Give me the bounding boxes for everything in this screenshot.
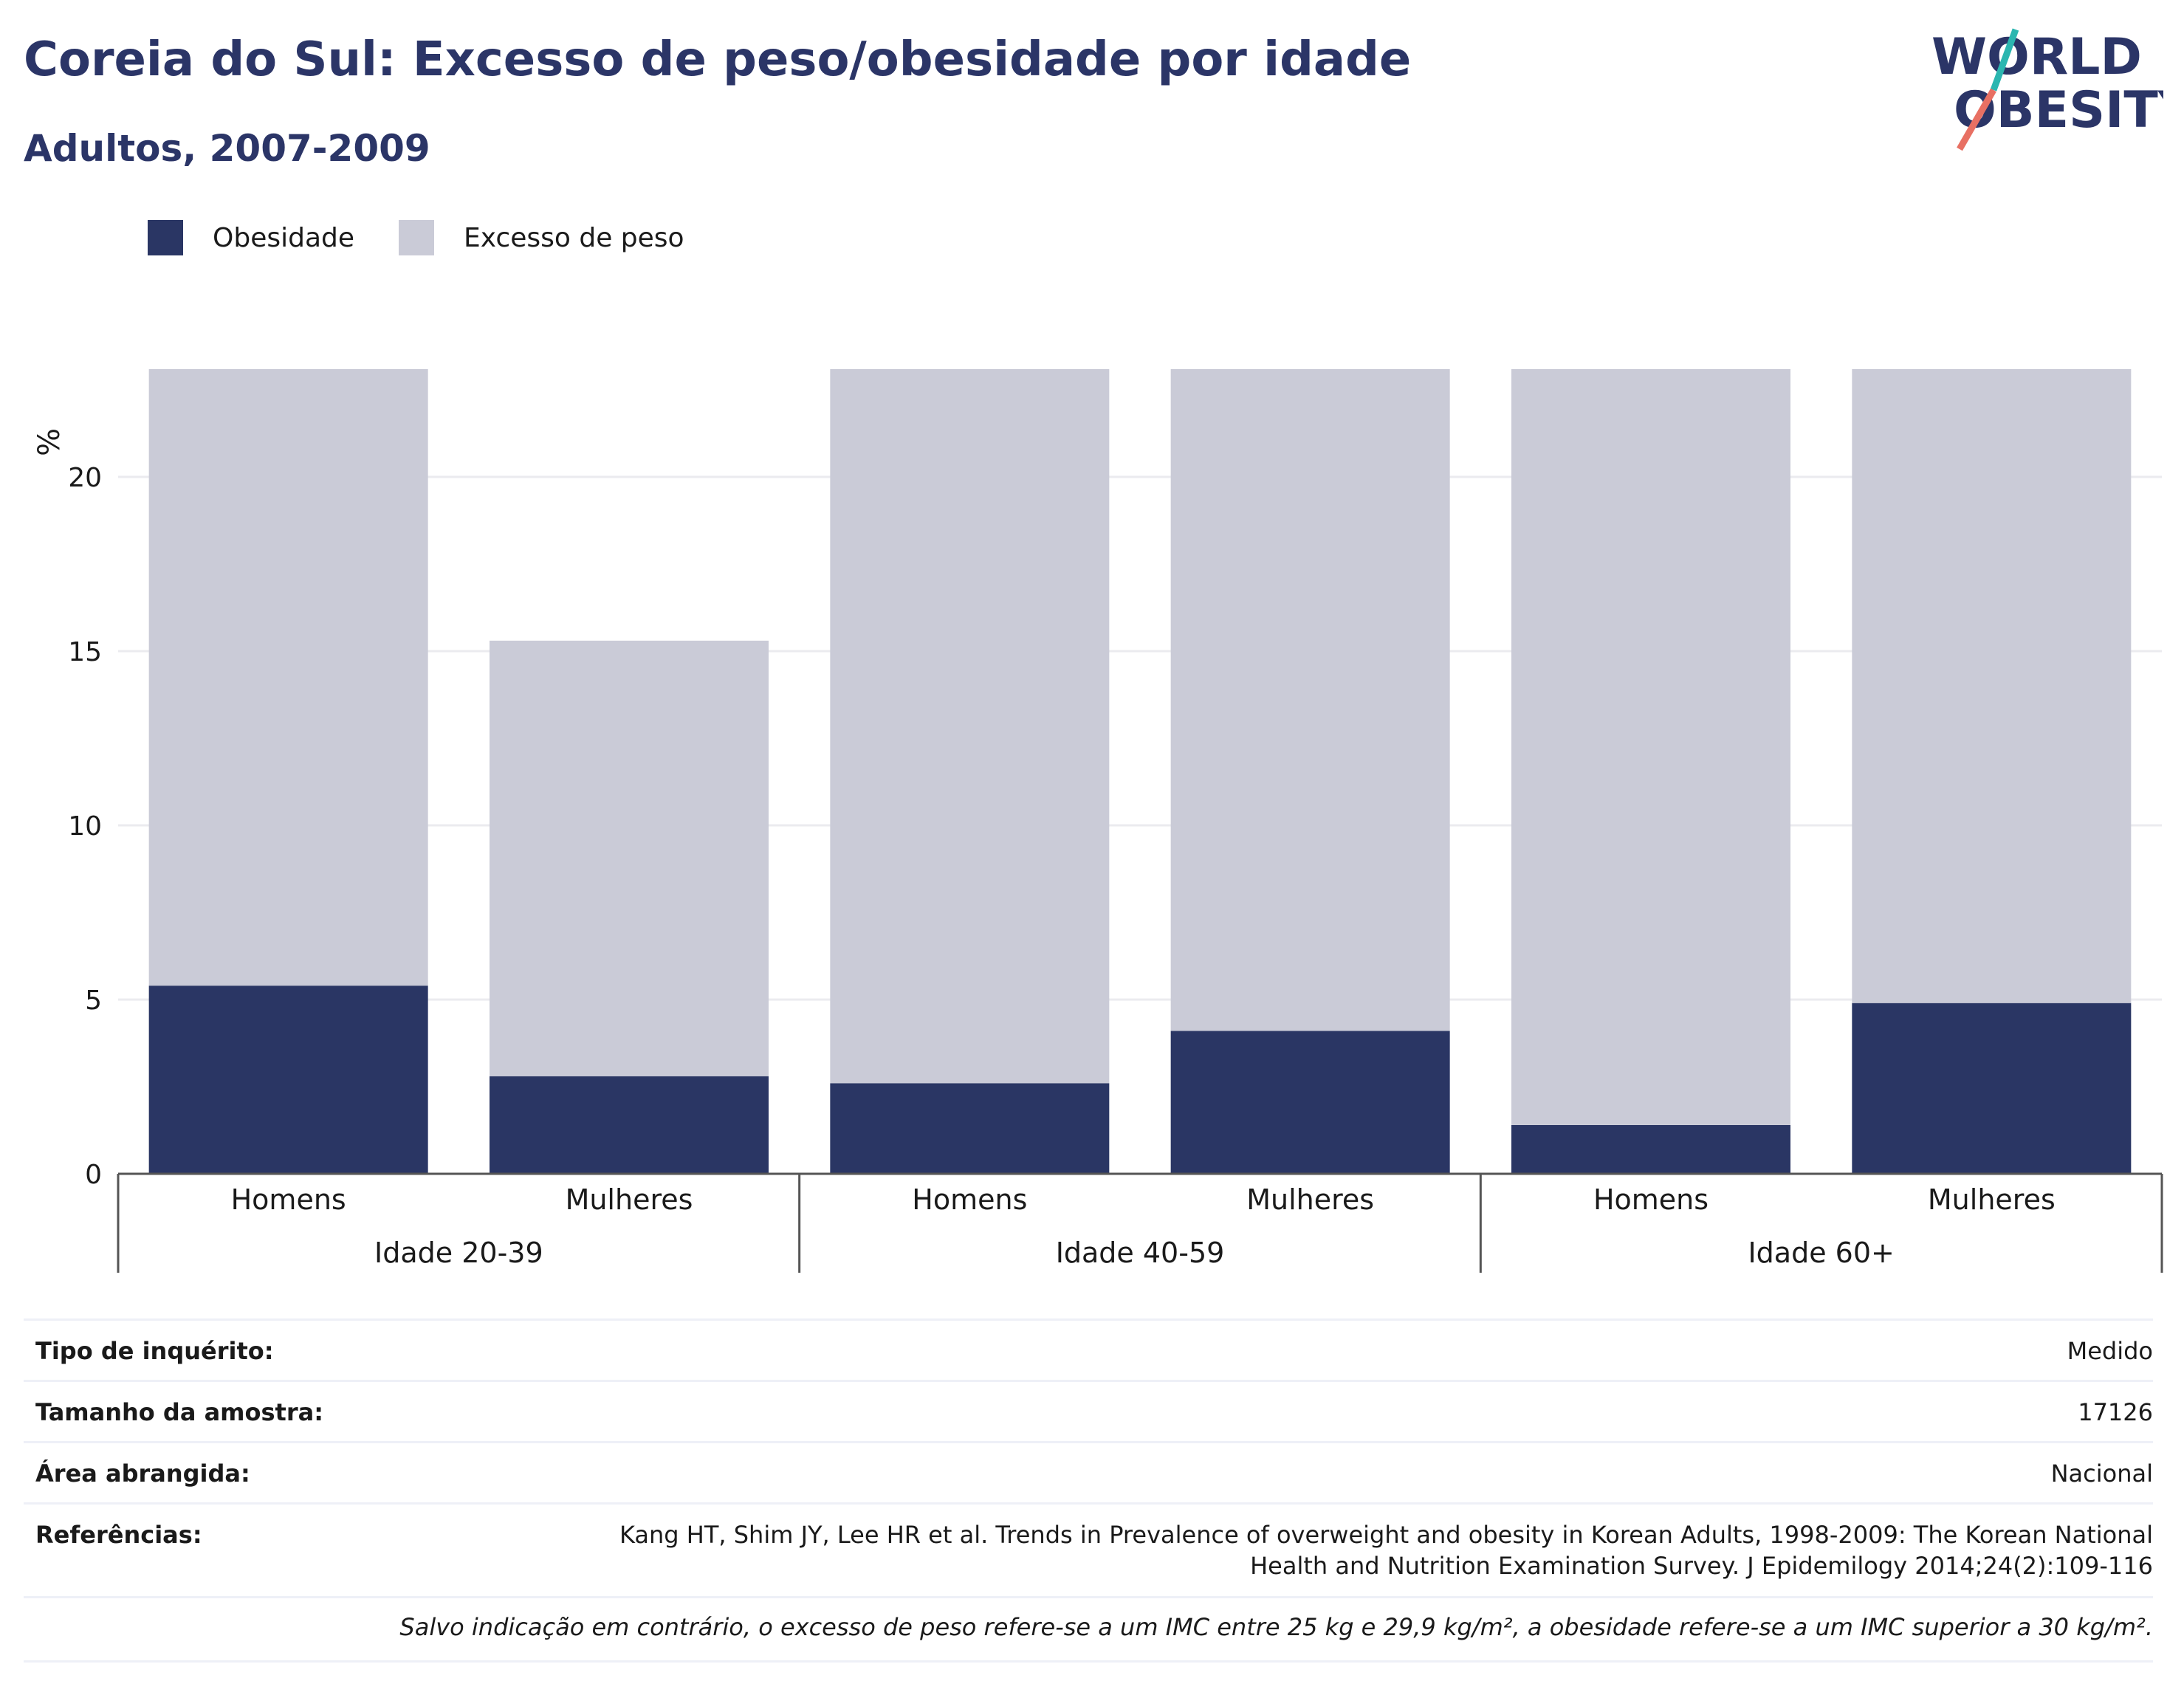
meta-row-sample-size: Tamanho da amostra: 17126	[24, 1380, 2153, 1441]
survey-metadata-table: Tipo de inquérito: Medido Tamanho da amo…	[24, 1318, 2153, 1663]
legend-swatch-obesity	[148, 220, 183, 255]
logo-slash-teal	[1990, 28, 2019, 92]
bar-overweight-4	[1170, 369, 1450, 1031]
meta-key: Referências:	[35, 1521, 202, 1549]
bar-overweight-1	[148, 369, 428, 986]
meta-value: Nacional	[2050, 1460, 2153, 1488]
meta-value-reference-line-2: Health and Nutrition Examination Survey.…	[1250, 1552, 2153, 1580]
chart-subtitle: Adultos, 2007-2009	[24, 127, 430, 170]
group-label: Idade 60+	[1748, 1237, 1894, 1269]
bar-obesity-1	[148, 986, 428, 1174]
logo-line-2: OBESITY	[1954, 81, 2163, 140]
x-tick-label: Mulheres	[1246, 1183, 1374, 1216]
meta-key: Tamanho da amostra:	[35, 1398, 323, 1426]
legend-swatch-overweight	[399, 220, 434, 255]
y-tick-label: 20	[68, 463, 102, 493]
meta-row-survey-type: Tipo de inquérito: Medido	[24, 1318, 2153, 1380]
bar-overweight-2	[490, 640, 769, 1076]
meta-key: Área abrangida:	[35, 1460, 250, 1488]
group-label: Idade 20-39	[374, 1237, 543, 1269]
world-obesity-logo: WORLD OBESITY	[1931, 28, 2163, 151]
meta-row-references: Referências: Kang HT, Shim JY, Lee HR et…	[24, 1502, 2153, 1596]
bar-obesity-6	[1852, 1003, 2132, 1174]
y-tick-label: 15	[68, 637, 102, 667]
x-tick-label: Homens	[912, 1183, 1027, 1216]
meta-footnote: Salvo indicação em contrário, o excesso …	[24, 1596, 2153, 1663]
bar-obesity-3	[830, 1083, 1110, 1174]
stacked-bar-chart: 0510152025303540%HomensMulheresHomensMul…	[32, 369, 2163, 1273]
meta-value: Medido	[2067, 1337, 2153, 1365]
y-tick-label: 10	[68, 811, 102, 842]
x-tick-label: Homens	[1593, 1183, 1709, 1216]
y-tick-label: 0	[85, 1160, 102, 1190]
y-tick-label: 5	[85, 986, 102, 1016]
chart-title: Coreia do Sul: Excesso de peso/obesidade…	[24, 32, 1412, 87]
bar-overweight-6	[1852, 369, 2132, 1003]
x-tick-label: Mulheres	[1928, 1183, 2056, 1216]
meta-key: Tipo de inquérito:	[35, 1337, 274, 1365]
bar-overweight-3	[830, 369, 1110, 1084]
logo-line-1: WORLD	[1931, 28, 2142, 86]
y-axis-label: %	[32, 428, 66, 456]
meta-value-reference-line-1: Kang HT, Shim JY, Lee HR et al. Trends i…	[619, 1521, 2153, 1549]
meta-row-area-covered: Área abrangida: Nacional	[24, 1441, 2153, 1502]
x-tick-label: Homens	[231, 1183, 346, 1216]
bar-obesity-4	[1170, 1031, 1450, 1174]
group-label: Idade 40-59	[1056, 1237, 1225, 1269]
bar-obesity-2	[490, 1076, 769, 1174]
bmi-definition-note: Salvo indicação em contrário, o excesso …	[399, 1613, 2153, 1641]
bar-obesity-5	[1511, 1124, 1790, 1174]
bar-overweight-5	[1511, 369, 1790, 1125]
legend-label-overweight: Excesso de peso	[464, 223, 684, 253]
meta-value: 17126	[2078, 1398, 2153, 1426]
legend-label-obesity: Obesidade	[213, 223, 355, 253]
logo-slash-coral	[1957, 88, 1996, 151]
x-tick-label: Mulheres	[566, 1183, 693, 1216]
